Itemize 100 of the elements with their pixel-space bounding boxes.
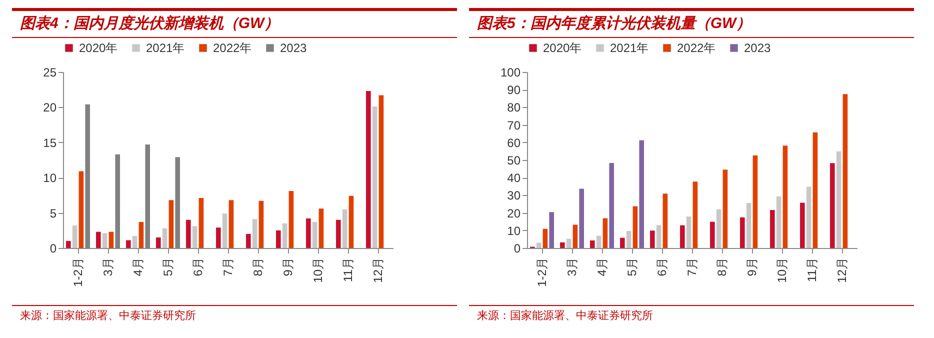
bar	[222, 214, 228, 248]
bar	[812, 132, 818, 248]
bar	[752, 155, 758, 248]
bar	[66, 240, 71, 248]
x-tick-label: 5月	[161, 258, 175, 276]
bar	[108, 232, 114, 248]
x-tick-label: 1-2月	[535, 258, 549, 287]
bar	[138, 222, 144, 248]
bar	[782, 146, 788, 248]
bar	[770, 210, 775, 248]
bar	[650, 230, 655, 248]
bar	[186, 220, 191, 248]
bar	[566, 238, 572, 248]
bar	[258, 200, 264, 248]
chart-title: 图表4：国内月度光伏新增装机（GW）	[12, 8, 457, 38]
bar	[306, 218, 311, 248]
y-tick-label: 0	[50, 242, 57, 256]
legend-label: 2021年	[146, 41, 185, 55]
legend-label: 2020年	[79, 41, 118, 55]
x-tick-label: 6月	[655, 258, 669, 276]
bar	[639, 140, 644, 248]
bar	[716, 209, 722, 248]
bar	[686, 216, 692, 248]
bar	[216, 228, 221, 248]
x-tick-label: 4月	[595, 258, 609, 276]
bar	[348, 196, 354, 248]
bar	[692, 182, 698, 248]
y-tick-label: 0	[514, 242, 521, 256]
bar	[830, 163, 835, 248]
y-tick-label: 60	[507, 136, 521, 150]
bar	[318, 208, 324, 248]
legend-label: 2022年	[213, 41, 252, 55]
legend-label: 2023	[744, 41, 772, 55]
bar	[806, 186, 812, 248]
x-tick-label: 7月	[685, 258, 699, 276]
y-tick-label: 80	[507, 100, 521, 115]
x-tick-label: 10月	[775, 258, 789, 283]
bar	[342, 209, 348, 248]
legend-label: 2022年	[677, 41, 716, 55]
bar	[132, 236, 138, 248]
source-note: 来源：国家能源署、中泰证券研究所	[12, 305, 457, 325]
x-tick-label: 5月	[625, 258, 639, 276]
chart-title: 图表5：国内年度累计光伏装机量（GW）	[469, 8, 914, 38]
x-tick-label: 6月	[191, 258, 205, 276]
y-tick-label: 25	[43, 66, 57, 80]
bar	[590, 240, 595, 248]
bar	[602, 218, 608, 248]
bar	[192, 226, 198, 248]
x-tick-label: 8月	[251, 258, 265, 276]
bar	[609, 162, 614, 248]
x-tick-label: 12月	[835, 258, 849, 283]
bar	[740, 217, 745, 248]
bar	[710, 222, 715, 248]
bar	[366, 91, 371, 248]
bar	[336, 220, 341, 248]
bar	[372, 106, 378, 248]
y-tick-label: 30	[507, 188, 521, 203]
x-tick-label: 1-2月	[71, 258, 85, 287]
bar	[572, 224, 578, 248]
y-tick-label: 20	[43, 100, 57, 115]
x-tick-label: 7月	[221, 258, 235, 276]
y-tick-label: 50	[507, 154, 521, 168]
bar	[596, 236, 602, 248]
y-tick-label: 10	[43, 171, 57, 186]
legend-label: 2020年	[543, 41, 582, 55]
bar	[72, 225, 78, 248]
bar	[96, 232, 101, 248]
x-tick-label: 3月	[101, 258, 115, 276]
y-tick-label: 10	[507, 224, 521, 238]
source-note: 来源：国家能源署、中泰证券研究所	[469, 305, 914, 325]
bar	[78, 171, 84, 248]
bar	[632, 206, 638, 248]
legend-label: 2023	[280, 41, 308, 55]
bar	[842, 94, 848, 248]
bar	[800, 202, 805, 248]
bar	[288, 190, 294, 248]
bar	[168, 200, 174, 248]
bar	[560, 242, 565, 248]
bar	[276, 230, 281, 248]
bar	[378, 95, 384, 248]
bar	[198, 198, 204, 248]
y-tick-label: 40	[507, 171, 521, 186]
y-tick-label: 15	[43, 136, 57, 150]
bar	[246, 234, 251, 248]
legend-label: 2021年	[610, 41, 649, 55]
bar	[626, 230, 632, 248]
y-tick-label: 90	[507, 83, 521, 98]
bar	[228, 200, 234, 248]
bar	[776, 196, 782, 248]
bar	[746, 202, 752, 248]
bar	[102, 233, 108, 248]
bar	[536, 242, 542, 248]
bar	[620, 238, 625, 248]
bar	[836, 151, 842, 248]
bar	[312, 222, 318, 248]
x-tick-label: 9月	[745, 258, 759, 276]
x-tick-label: 9月	[281, 258, 295, 276]
bar	[722, 170, 728, 248]
y-tick-label: 20	[507, 206, 521, 220]
y-tick-label: 100	[500, 66, 521, 80]
